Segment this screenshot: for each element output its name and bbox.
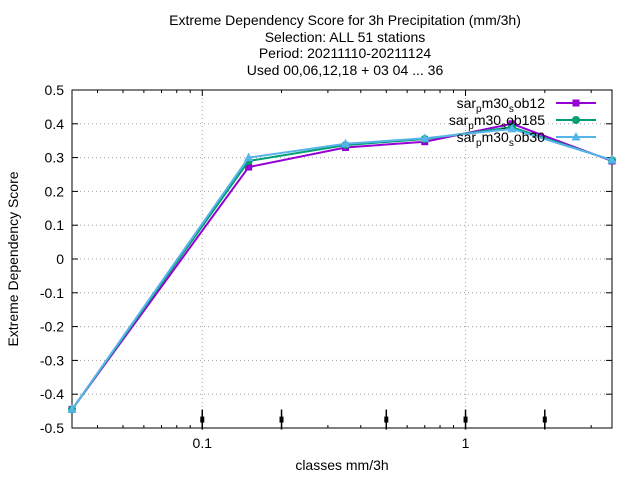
x-tick-label: 1 bbox=[462, 435, 470, 451]
series-3 bbox=[67, 123, 617, 413]
threshold-marker-point bbox=[384, 416, 389, 423]
legend-label-part: ob30 bbox=[514, 129, 545, 145]
legend-label-part: m30 bbox=[482, 95, 509, 111]
legend-label-subscript: s bbox=[509, 138, 514, 149]
legend-label-part: sar bbox=[449, 112, 469, 128]
legend-label-part: sar bbox=[457, 95, 477, 111]
series-line bbox=[71, 127, 613, 410]
y-tick-label: 0.5 bbox=[45, 82, 65, 98]
y-tick-label: 0.4 bbox=[45, 116, 65, 132]
legend-label: sarpm30sob30 bbox=[457, 129, 546, 149]
legend-label-part: m30 bbox=[474, 112, 501, 128]
title-line-2: Selection: ALL 51 stations bbox=[265, 29, 426, 45]
data-point bbox=[244, 152, 254, 162]
legend-label: sarpm30sob12 bbox=[457, 95, 546, 115]
threshold-marker-point bbox=[542, 416, 547, 423]
x-tick-label: 0.1 bbox=[193, 435, 213, 451]
y-tick-label: -0.4 bbox=[40, 386, 64, 402]
legend-label-subscript: p bbox=[468, 121, 474, 132]
data-point bbox=[420, 133, 430, 142]
x-axis-label: classes mm/3h bbox=[295, 457, 388, 473]
legend-label-part: m30 bbox=[482, 129, 509, 145]
y-tick-label: -0.2 bbox=[40, 319, 64, 335]
y-tick-label: 0.3 bbox=[45, 150, 65, 166]
y-tick-label: -0.3 bbox=[40, 352, 64, 368]
threshold-marker-point bbox=[463, 416, 468, 423]
axes: -0.5 -0.4 -0.3 -0.2 -0.1 0 0.1 0.2 0.3 0.4 0.5 0.1 1 bbox=[40, 82, 613, 451]
legend-marker bbox=[572, 116, 580, 124]
legend-label-part: ob185 bbox=[506, 112, 545, 128]
data-point bbox=[245, 163, 253, 171]
y-tick-label: 0 bbox=[56, 251, 64, 267]
data-point bbox=[607, 154, 617, 164]
legend-item: sarpm30sob12 bbox=[457, 95, 596, 115]
plot-frame bbox=[71, 89, 613, 429]
series-group bbox=[67, 120, 617, 414]
title-line-3: Period: 20211110-20211124 bbox=[259, 45, 432, 61]
legend-label-part: ob12 bbox=[514, 95, 545, 111]
series-line bbox=[71, 122, 613, 410]
chart-title: Extreme Dependency Score for 3h Precipit… bbox=[169, 12, 521, 78]
threshold-marker-point bbox=[279, 416, 284, 423]
data-point bbox=[67, 404, 77, 413]
legend-label: sarpm30sob185 bbox=[449, 112, 545, 132]
y-tick-label: -0.1 bbox=[40, 285, 64, 301]
series-line bbox=[71, 126, 613, 410]
threshold-markers bbox=[200, 409, 547, 430]
title-line-1: Extreme Dependency Score for 3h Precipit… bbox=[169, 12, 521, 28]
series-1 bbox=[68, 120, 616, 413]
legend-label-subscript: p bbox=[476, 104, 482, 115]
y-tick-label: 0.2 bbox=[45, 183, 65, 199]
threshold-marker-point bbox=[200, 416, 205, 423]
y-tick-label: 0.1 bbox=[45, 217, 65, 233]
legend-item: sarpm30sob30 bbox=[457, 129, 596, 149]
y-axis-label: Extreme Dependency Score bbox=[5, 171, 21, 346]
title-line-4: Used 00,06,12,18 + 03 04 ... 36 bbox=[247, 62, 444, 78]
legend-marker bbox=[571, 132, 581, 141]
data-point bbox=[341, 138, 351, 148]
legend-marker bbox=[572, 99, 580, 107]
legend-label-subscript: s bbox=[501, 121, 506, 132]
legend-label-subscript: s bbox=[509, 104, 514, 115]
data-point bbox=[507, 123, 517, 133]
grid bbox=[72, 90, 612, 428]
legend-label-subscript: p bbox=[476, 138, 482, 149]
legend-item: sarpm30sob185 bbox=[449, 112, 596, 132]
series-2 bbox=[68, 123, 616, 414]
legend-label-part: sar bbox=[457, 129, 477, 145]
y-tick-label: -0.5 bbox=[40, 420, 64, 436]
